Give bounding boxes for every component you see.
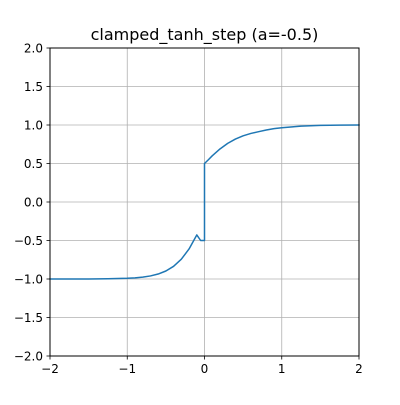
y-tick-label: 0.0	[24, 196, 43, 210]
x-tick-label: −1	[118, 362, 136, 376]
axis-ticks: −2 −1 0 1 2 −2.0 −1.5 −1.0 −0.5 0.0 0.5 1.0 1.5 2.0	[14, 42, 363, 377]
y-tick-label: −0.5	[14, 234, 43, 248]
y-tick-label: −2.0	[14, 350, 43, 364]
series-line-0	[49, 124, 360, 280]
y-tick-label: 0.5	[24, 157, 43, 171]
series-layer	[49, 124, 360, 280]
y-tick-label: −1.0	[14, 273, 43, 287]
y-tick-label: −1.5	[14, 311, 43, 325]
y-tick-label: 1.5	[24, 80, 43, 94]
x-tick-label: 2	[355, 362, 363, 376]
y-tick-label: 1.0	[24, 119, 43, 133]
x-tick-label: −2	[41, 362, 59, 376]
y-tick-label: 2.0	[24, 42, 43, 56]
x-tick-label: 0	[201, 362, 209, 376]
chart-title: clamped_tanh_step (a=-0.5)	[91, 25, 319, 45]
x-tick-label: 1	[278, 362, 286, 376]
